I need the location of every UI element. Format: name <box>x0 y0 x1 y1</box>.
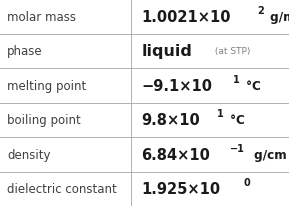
Text: molar mass: molar mass <box>7 11 76 24</box>
Text: −9.1×10: −9.1×10 <box>142 78 213 93</box>
Text: liquid: liquid <box>142 44 192 59</box>
Text: 1: 1 <box>233 75 240 84</box>
Text: g/mol: g/mol <box>266 11 289 24</box>
Text: 9.8×10: 9.8×10 <box>142 113 200 128</box>
Text: °C: °C <box>242 79 261 92</box>
Text: phase: phase <box>7 45 43 58</box>
Text: 0: 0 <box>244 178 251 187</box>
Text: 1.925×10: 1.925×10 <box>142 181 221 196</box>
Text: melting point: melting point <box>7 79 86 92</box>
Text: −1: −1 <box>231 143 245 153</box>
Text: (at STP): (at STP) <box>212 47 250 56</box>
Text: g/cm: g/cm <box>250 148 286 161</box>
Text: °C: °C <box>226 114 245 127</box>
Text: 1.0021×10: 1.0021×10 <box>142 10 231 25</box>
Text: 6.84×10: 6.84×10 <box>142 147 210 162</box>
Text: boiling point: boiling point <box>7 114 81 127</box>
Text: density: density <box>7 148 51 161</box>
Text: 1: 1 <box>217 109 224 119</box>
Text: dielectric constant: dielectric constant <box>7 182 117 195</box>
Text: 2: 2 <box>257 6 264 16</box>
